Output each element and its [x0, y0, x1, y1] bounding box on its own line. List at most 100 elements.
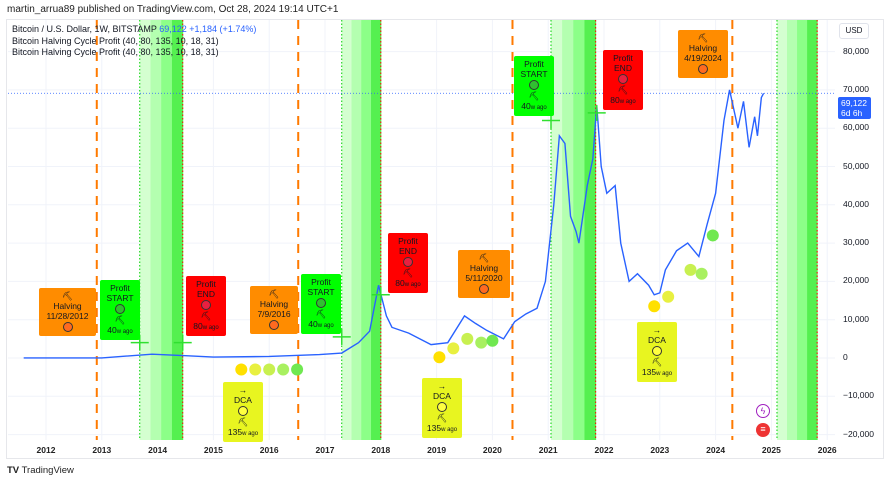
profit-zone [341, 20, 353, 440]
price-marker-value: 69,122 [841, 98, 867, 108]
dca-dot [277, 363, 290, 376]
weeks-unit: w ago [242, 431, 259, 437]
y-tick-label: 0 [843, 352, 848, 362]
x-tick-label: 2019 [427, 445, 447, 455]
circle-icon [618, 74, 628, 84]
halving-label: ⛏ Halving 7/9/2016 [250, 286, 298, 334]
y-tick-label: −10,000 [843, 390, 874, 401]
indicator-label-2[interactable]: Bitcoin Halving Cycle Profit (40, 80, 13… [12, 47, 219, 57]
weeks-ago: 40 [521, 101, 531, 111]
last-price-marker: 69,122 6d 6h [838, 97, 871, 119]
tradingview-logo: TV TradingView [7, 465, 74, 476]
legend: Bitcoin / U.S. Dollar, 1W, BITSTAMP 69,1… [12, 24, 256, 59]
circle-icon [403, 257, 413, 267]
label-subtitle: START [307, 287, 335, 297]
label-title: DCA [234, 395, 252, 405]
label-title: Halving [688, 43, 718, 53]
y-tick-label: 80,000 [843, 45, 869, 56]
x-tick-label: 2014 [148, 445, 168, 455]
profit-zone [787, 20, 798, 440]
weeks-unit: w ago [441, 427, 458, 433]
tv-logo-icon: TV [7, 465, 20, 476]
x-tick-label: 2013 [92, 445, 112, 455]
brand-name: TradingView [21, 465, 74, 476]
label-title: Halving [469, 263, 499, 273]
profit-zone [550, 20, 563, 440]
circle-icon [652, 346, 662, 356]
dca-label: → DCA ⛏ 135w ago [637, 322, 677, 382]
circle-icon [269, 320, 279, 330]
label-title: Profit [613, 53, 633, 63]
bar-countdown: 6d 6h [841, 108, 863, 118]
label-subtitle: END [614, 63, 632, 73]
label-title: Profit [110, 283, 130, 293]
label-title: Profit [524, 59, 544, 69]
halving-label: ⛏ Halving 4/19/2024 [678, 30, 728, 78]
pickaxe-icon: ⛏ [651, 357, 663, 367]
dca-dot [662, 290, 675, 303]
x-tick-label: 2020 [482, 445, 502, 455]
x-tick-label: 2021 [538, 445, 558, 455]
pickaxe-icon: ⛏ [436, 413, 448, 423]
label-subtitle: START [520, 69, 548, 79]
label-title: Profit [398, 236, 418, 246]
pickaxe-icon: ⛏ [114, 315, 126, 325]
label-title: DCA [433, 391, 451, 401]
dca-dot [291, 363, 304, 376]
dca-dot [486, 334, 499, 347]
y-tick-label: 10,000 [843, 313, 869, 324]
weeks-unit: w ago [619, 99, 636, 105]
us-flag-icon[interactable]: ≡ [756, 423, 770, 437]
x-tick-label: 2015 [203, 445, 223, 455]
circle-icon [529, 80, 539, 90]
label-subtitle: END [197, 289, 215, 299]
label-title: Profit [196, 279, 216, 289]
currency-button[interactable]: USD [839, 23, 869, 39]
y-tick-label: 30,000 [843, 237, 869, 248]
profit-zone [161, 20, 173, 440]
halving-label: ⛏ Halving 11/28/2012 [39, 288, 96, 336]
end-label: Profit END ⛏ 80w ago [186, 276, 226, 336]
pickaxe-icon: ⛏ [237, 417, 249, 427]
circle-icon [238, 406, 248, 416]
dca-dot [706, 229, 719, 242]
circle-icon [201, 300, 211, 310]
pickaxe-icon: ⛏ [528, 91, 540, 101]
weeks-unit: w ago [530, 105, 547, 111]
profit-zone [171, 20, 184, 440]
dca-dot [684, 263, 697, 276]
profit-zone [361, 20, 372, 440]
x-tick-label: 2026 [817, 445, 837, 455]
indicator-label-1[interactable]: Bitcoin Halving Cycle Profit (40, 80, 13… [12, 35, 219, 46]
pickaxe-icon: ⛏ [617, 85, 629, 95]
circle-icon [698, 64, 708, 74]
dca-dot [235, 363, 248, 376]
profit-zone [371, 20, 382, 440]
profit-zone [150, 20, 162, 440]
weeks-ago: 135 [227, 427, 243, 437]
publisher-caption: martin_arrua89 published on TradingView.… [7, 4, 339, 15]
chart-frame [6, 19, 884, 459]
halving-date: 7/9/2016 [257, 309, 291, 319]
y-tick-label: 60,000 [843, 122, 869, 133]
lightning-icon[interactable]: ϟ [756, 404, 770, 418]
x-tick-label: 2017 [315, 445, 335, 455]
weeks-ago: 80 [395, 278, 405, 288]
profit-zone [807, 20, 818, 440]
x-tick-label: 2012 [36, 445, 56, 455]
start-label: Profit START ⛏ 40w ago [100, 280, 140, 340]
dca-dot [648, 300, 661, 313]
x-tick-label: 2024 [706, 445, 726, 455]
halving-label: ⛏ Halving 5/11/2020 [458, 250, 510, 298]
x-tick-label: 2025 [761, 445, 781, 455]
weeks-unit: w ago [656, 371, 673, 377]
dca-dot [695, 267, 708, 280]
weeks-ago: 40 [107, 325, 117, 335]
dca-dot [475, 336, 488, 349]
profit-zone [562, 20, 574, 440]
x-tick-label: 2022 [594, 445, 614, 455]
circle-icon [115, 304, 125, 314]
symbol-label[interactable]: Bitcoin / U.S. Dollar, 1W, BITSTAMP [12, 24, 157, 34]
pickaxe-icon: ⛏ [268, 289, 280, 299]
label-title: Profit [311, 277, 331, 287]
